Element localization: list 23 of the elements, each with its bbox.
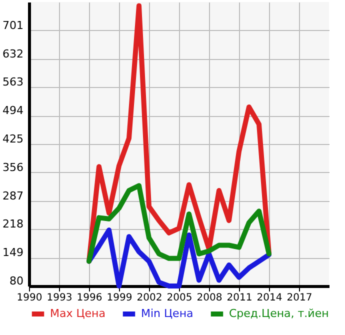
x-tick-label: 2014 [256, 292, 282, 304]
x-tick-label: 1990 [16, 292, 42, 304]
y-tick-label: 425 [2, 132, 24, 146]
x-tick-label: 1993 [46, 292, 72, 304]
x-tick-label: 1996 [76, 292, 102, 304]
y-tick-label: 356 [2, 160, 24, 174]
y-tick-label: 80 [10, 274, 24, 288]
y-tick-label: 701 [2, 18, 24, 32]
x-tick-label: 2017 [286, 292, 312, 304]
legend-label: Сред.Цена, т.йен [229, 307, 329, 320]
y-tick-label: 149 [2, 246, 24, 260]
legend-label: Min Цена [141, 307, 194, 320]
x-tick-label: 2011 [226, 292, 252, 304]
x-tick-label: 2008 [196, 292, 222, 304]
y-tick-label: 563 [2, 76, 24, 89]
y-tick-label: 494 [2, 104, 24, 118]
y-tick-label: 218 [2, 218, 24, 231]
legend-label: Max Цена [50, 307, 106, 320]
x-tick-label: 2002 [136, 292, 162, 304]
x-tick-label: 1999 [106, 292, 132, 304]
y-tick-label: 287 [2, 189, 24, 202]
x-tick-label: 2005 [166, 292, 192, 304]
y-tick-label: 632 [2, 47, 24, 60]
